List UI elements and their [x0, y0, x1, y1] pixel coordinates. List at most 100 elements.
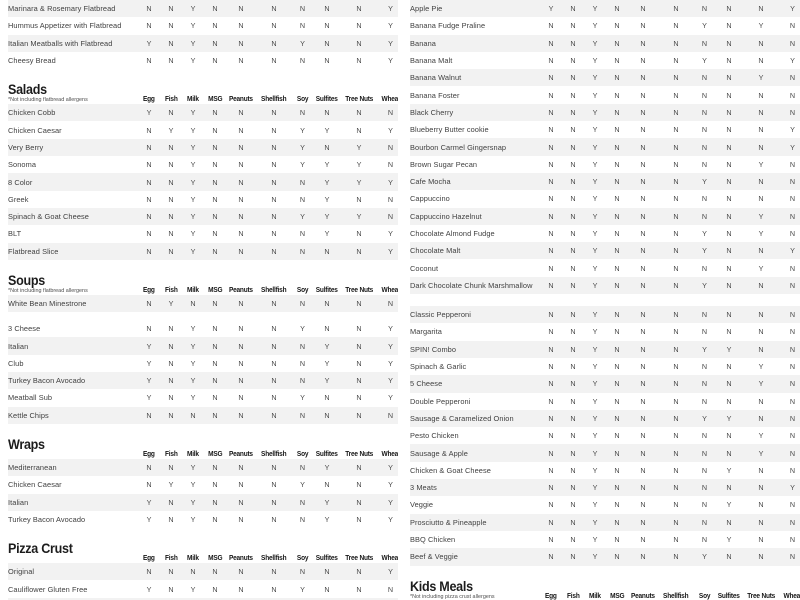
cell-soy: Y — [300, 480, 305, 490]
cell-msg: N — [614, 552, 620, 562]
cell-milk: Y — [592, 38, 598, 48]
spacer-cell — [8, 424, 398, 433]
cell-tree-nuts: N — [758, 517, 764, 527]
cell-sulfites: Y — [324, 514, 330, 524]
column-header-wheat: Wheat — [381, 448, 398, 458]
cell-msg: N — [614, 211, 620, 221]
cell-shellfish: N — [673, 142, 679, 152]
cell-shellfish: N — [673, 310, 679, 320]
cell-shellfish: N — [673, 38, 679, 48]
cell-fish: N — [570, 229, 576, 238]
cell-egg: N — [548, 362, 554, 372]
cell-milk: Y — [190, 142, 196, 152]
cell-sulfites: Y — [324, 229, 330, 239]
cell-soy: Y — [300, 160, 305, 170]
cell-egg: Y — [146, 38, 152, 48]
table-row: Banana FosterNNYNNNNNNNN — [410, 86, 800, 104]
section-title-wraps: Wraps — [8, 436, 45, 452]
table-row-clipped: Black Forest Ham & CheeseNNYNNNYNNYY — [8, 312, 398, 321]
table-row: CappuccinoNNYNNNNNNNN — [410, 190, 800, 208]
spacer-cell — [410, 566, 800, 575]
section-spacer — [8, 259, 398, 269]
right-column: Apple PieYNYNNNNNNYNBanana Fudge Praline… — [410, 0, 800, 600]
cell-egg: N — [548, 21, 554, 31]
cell-egg: N — [548, 517, 554, 527]
cell-fish: N — [160, 312, 182, 320]
cell-fish: N — [570, 280, 576, 290]
cell-wheat: N — [789, 379, 796, 389]
cell-shellfish: N — [673, 431, 679, 441]
cell-soy: N — [299, 229, 306, 239]
column-header-msg: MSG — [207, 284, 223, 294]
item-name-chocolate-malt: Chocolate Malt — [410, 246, 461, 256]
cell-sulfites: N — [726, 159, 732, 169]
cell-soy: N — [299, 341, 306, 351]
section-header-row: Pizza Crust Egg Fish Milk MSG Peanuts Shellfi… — [8, 537, 398, 563]
cell-peanuts: N — [640, 177, 646, 187]
table-row: Hummus Appetizer with Flatbread N N Y N N N N N N… — [8, 17, 398, 35]
cell-peanuts: N — [238, 393, 244, 403]
cell-wheat: N — [387, 142, 394, 152]
cell-sulfites: N — [324, 108, 330, 118]
cell-soy: Y — [300, 584, 305, 594]
item-name-banana: Banana — [410, 38, 436, 48]
cell-tree-nuts: N — [356, 21, 362, 31]
cell-shellfish: N — [673, 500, 679, 510]
cell-peanuts: N — [238, 229, 244, 239]
cell-msg: N — [212, 108, 218, 118]
cell-egg: N — [146, 142, 152, 152]
cell-soy: N — [701, 396, 708, 406]
cell-wheat: Y — [377, 312, 398, 320]
cell-sulfites: Y — [324, 160, 330, 170]
cell-milk: Y — [190, 246, 196, 256]
cell-fish: N — [570, 38, 576, 48]
column-header-wheat: Wheat — [381, 553, 398, 563]
item-name-greek: Greek — [8, 194, 29, 204]
table-row: Dark Chocolate Chunk Marshmallow N N Y N N N Y N… — [410, 276, 800, 295]
cell-tree-nuts: N — [758, 246, 764, 256]
cell-soy: Y — [702, 280, 707, 290]
cell-shellfish: N — [673, 344, 679, 354]
cell-egg: N — [146, 21, 152, 31]
cell-egg: N — [146, 410, 152, 420]
cell-shellfish: N — [673, 159, 679, 169]
item-name-sonoma: Sonoma — [8, 160, 37, 170]
cell-milk: Y — [592, 465, 598, 475]
cell-soy: N — [701, 159, 708, 169]
cell-egg: N — [548, 125, 554, 135]
section-header-row: Kids Meals *Not including pizza crust all… — [410, 575, 800, 600]
cell-milk: Y — [592, 142, 598, 152]
cell-milk: Y — [592, 211, 598, 221]
cell-peanuts: N — [238, 567, 244, 577]
cell-milk: Y — [190, 324, 196, 334]
column-header-msg: MSG — [207, 448, 223, 458]
cell-fish: N — [570, 362, 576, 372]
cell-shellfish: N — [271, 376, 277, 386]
cell-sulfites: N — [324, 324, 330, 334]
cell-tree-nuts: N — [356, 410, 362, 420]
cell-egg: N — [548, 194, 554, 204]
cell-peanuts: N — [238, 497, 244, 507]
cell-msg: N — [212, 376, 218, 386]
column-header-milk: Milk — [589, 590, 601, 600]
cell-wheat: Y — [388, 480, 393, 490]
cell-shellfish: N — [673, 413, 679, 423]
item-name-coconut: Coconut — [410, 263, 439, 273]
item-name-spinach-and-goat-cheese: Spinach & Goat Cheese — [8, 212, 89, 222]
cell-wheat: Y — [790, 4, 795, 14]
cell-shellfish: N — [271, 160, 277, 170]
cell-msg: N — [614, 396, 620, 406]
cell-fish: N — [570, 310, 576, 320]
cell-wheat: N — [387, 410, 394, 420]
cell-tree-nuts: Y — [356, 160, 362, 170]
cell-egg: N — [548, 263, 554, 273]
cell-shellfish: N — [271, 212, 277, 222]
cell-wheat: N — [789, 500, 796, 510]
cell-shellfish: N — [271, 194, 277, 204]
cell-soy: N — [299, 410, 306, 420]
cell-fish: N — [168, 108, 174, 118]
table-row: Meatball SubYNYNNNYNNYY — [8, 389, 398, 407]
cell-tree-nuts: N — [356, 480, 362, 490]
cell-sulfites: N — [726, 38, 732, 48]
cell-shellfish: N — [673, 396, 679, 406]
